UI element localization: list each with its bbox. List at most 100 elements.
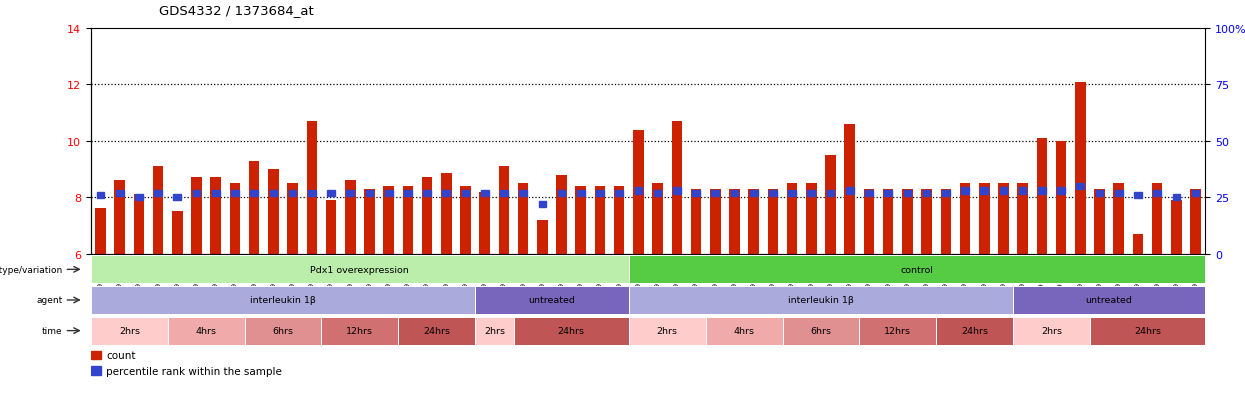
Bar (405, 190, 412, 196)
Bar (1191, 190, 1199, 196)
Bar (884, 190, 891, 196)
Bar (558, 190, 565, 196)
Bar (706, 317, 783, 345)
Bar (1017, 184, 1028, 254)
Bar (940, 189, 951, 254)
Bar (1056, 141, 1067, 254)
Text: 24hrs: 24hrs (1134, 326, 1162, 335)
Bar (244, 317, 321, 345)
Bar (1037, 139, 1047, 254)
Bar (461, 186, 471, 254)
Bar (960, 184, 970, 254)
Bar (629, 286, 1013, 314)
Bar (308, 190, 316, 196)
Bar (115, 181, 124, 254)
Bar (827, 190, 834, 196)
Bar (769, 190, 777, 196)
Bar (500, 190, 508, 196)
Bar (635, 188, 642, 194)
Bar (513, 317, 629, 345)
Bar (783, 317, 859, 345)
Bar (1038, 188, 1046, 194)
Text: 2hrs: 2hrs (118, 326, 139, 335)
Text: 24hrs: 24hrs (423, 326, 451, 335)
Bar (193, 190, 200, 196)
Bar (998, 184, 1008, 254)
Bar (859, 317, 936, 345)
Text: 6hrs: 6hrs (273, 326, 294, 335)
Bar (845, 188, 854, 194)
Bar (575, 186, 586, 254)
Bar (671, 122, 682, 254)
Bar (385, 190, 392, 196)
Bar (654, 190, 661, 196)
Bar (229, 184, 240, 254)
Bar (327, 190, 335, 196)
Bar (97, 192, 105, 199)
Bar (844, 125, 855, 254)
Bar (1152, 184, 1163, 254)
Text: count: count (106, 351, 136, 361)
Bar (476, 317, 513, 345)
Bar (979, 184, 990, 254)
Bar (289, 190, 296, 196)
Bar (731, 190, 738, 196)
Bar (326, 201, 336, 254)
Bar (168, 317, 244, 345)
Bar (652, 184, 662, 254)
Text: agent: agent (36, 296, 62, 305)
Bar (1190, 189, 1201, 254)
Bar (212, 190, 219, 196)
Text: time: time (42, 326, 62, 335)
Bar (691, 189, 701, 254)
Bar (1057, 188, 1064, 194)
Bar (476, 286, 629, 314)
Bar (91, 286, 476, 314)
Bar (674, 188, 681, 194)
Bar (153, 167, 163, 254)
Text: GDS4332 / 1373684_at: GDS4332 / 1373684_at (159, 4, 314, 17)
Bar (936, 317, 1013, 345)
Bar (1089, 317, 1205, 345)
Text: 2hrs: 2hrs (484, 326, 504, 335)
Bar (422, 178, 432, 254)
Bar (629, 317, 706, 345)
Bar (711, 190, 720, 196)
Bar (1114, 190, 1123, 196)
Bar (596, 190, 604, 196)
Text: 4hrs: 4hrs (733, 326, 754, 335)
Bar (615, 190, 622, 196)
Bar (519, 190, 527, 196)
Bar (1134, 192, 1142, 199)
Bar (1153, 190, 1162, 196)
Bar (268, 170, 279, 254)
Bar (133, 195, 144, 254)
Bar (923, 190, 930, 196)
Bar (749, 190, 757, 196)
Text: interleukin 1β: interleukin 1β (788, 296, 854, 305)
Bar (787, 184, 797, 254)
Bar (441, 174, 452, 254)
Bar (1013, 317, 1089, 345)
Text: 24hrs: 24hrs (558, 326, 585, 335)
Text: 12hrs: 12hrs (346, 326, 373, 335)
Bar (768, 189, 778, 254)
Text: 2hrs: 2hrs (656, 326, 677, 335)
Bar (921, 189, 931, 254)
Bar (346, 190, 354, 196)
Bar (557, 175, 566, 254)
Bar (249, 161, 259, 254)
Bar (904, 190, 911, 196)
Bar (1013, 286, 1205, 314)
Bar (634, 130, 644, 254)
Bar (365, 189, 375, 254)
Bar (539, 202, 547, 208)
Text: 4hrs: 4hrs (195, 326, 217, 335)
Bar (173, 195, 182, 201)
Text: percentile rank within the sample: percentile rank within the sample (106, 366, 283, 376)
Bar (270, 190, 278, 196)
Bar (499, 167, 509, 254)
Bar (692, 190, 700, 196)
Bar (595, 186, 605, 254)
Bar (172, 212, 183, 254)
